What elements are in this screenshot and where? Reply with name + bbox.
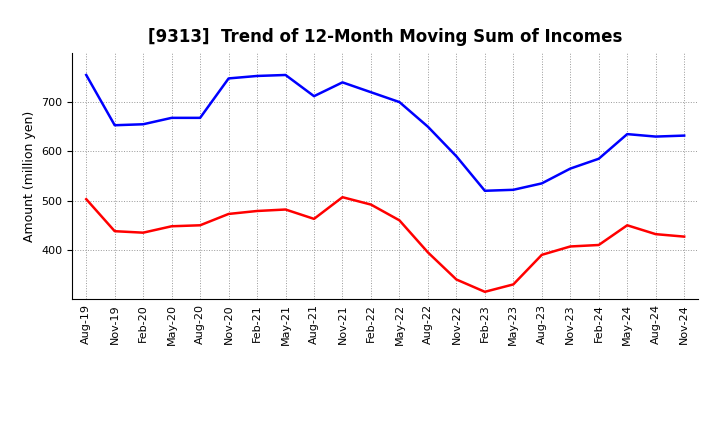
Ordinary Income [680,133,688,138]
Ordinary Income [167,115,176,121]
Net Income [282,207,290,212]
Ordinary Income [652,134,660,139]
Ordinary Income [139,121,148,127]
Ordinary Income [537,181,546,186]
Net Income [623,223,631,228]
Net Income [310,216,318,221]
Ordinary Income [395,99,404,105]
Ordinary Income [595,156,603,161]
Net Income [480,289,489,294]
Ordinary Income [310,94,318,99]
Net Income [652,231,660,237]
Ordinary Income [196,115,204,121]
Net Income [680,234,688,239]
Net Income [338,194,347,200]
Ordinary Income [110,123,119,128]
Ordinary Income [566,166,575,171]
Ordinary Income [480,188,489,194]
Net Income [452,277,461,282]
Net Income [423,250,432,255]
Net Income [196,223,204,228]
Ordinary Income [452,154,461,159]
Line: Ordinary Income: Ordinary Income [86,75,684,191]
Ordinary Income [82,72,91,77]
Ordinary Income [338,80,347,85]
Net Income [167,224,176,229]
Net Income [366,202,375,207]
Net Income [509,282,518,287]
Title: [9313]  Trend of 12-Month Moving Sum of Incomes: [9313] Trend of 12-Month Moving Sum of I… [148,28,622,46]
Ordinary Income [623,132,631,137]
Line: Net Income: Net Income [86,197,684,292]
Net Income [253,209,261,214]
Net Income [82,197,91,202]
Ordinary Income [225,76,233,81]
Ordinary Income [423,124,432,129]
Ordinary Income [366,90,375,95]
Net Income [537,252,546,257]
Net Income [395,218,404,223]
Net Income [595,242,603,248]
Net Income [225,211,233,216]
Ordinary Income [282,72,290,77]
Ordinary Income [509,187,518,192]
Y-axis label: Amount (million yen): Amount (million yen) [22,110,35,242]
Net Income [566,244,575,249]
Net Income [110,228,119,234]
Net Income [139,230,148,235]
Ordinary Income [253,73,261,79]
